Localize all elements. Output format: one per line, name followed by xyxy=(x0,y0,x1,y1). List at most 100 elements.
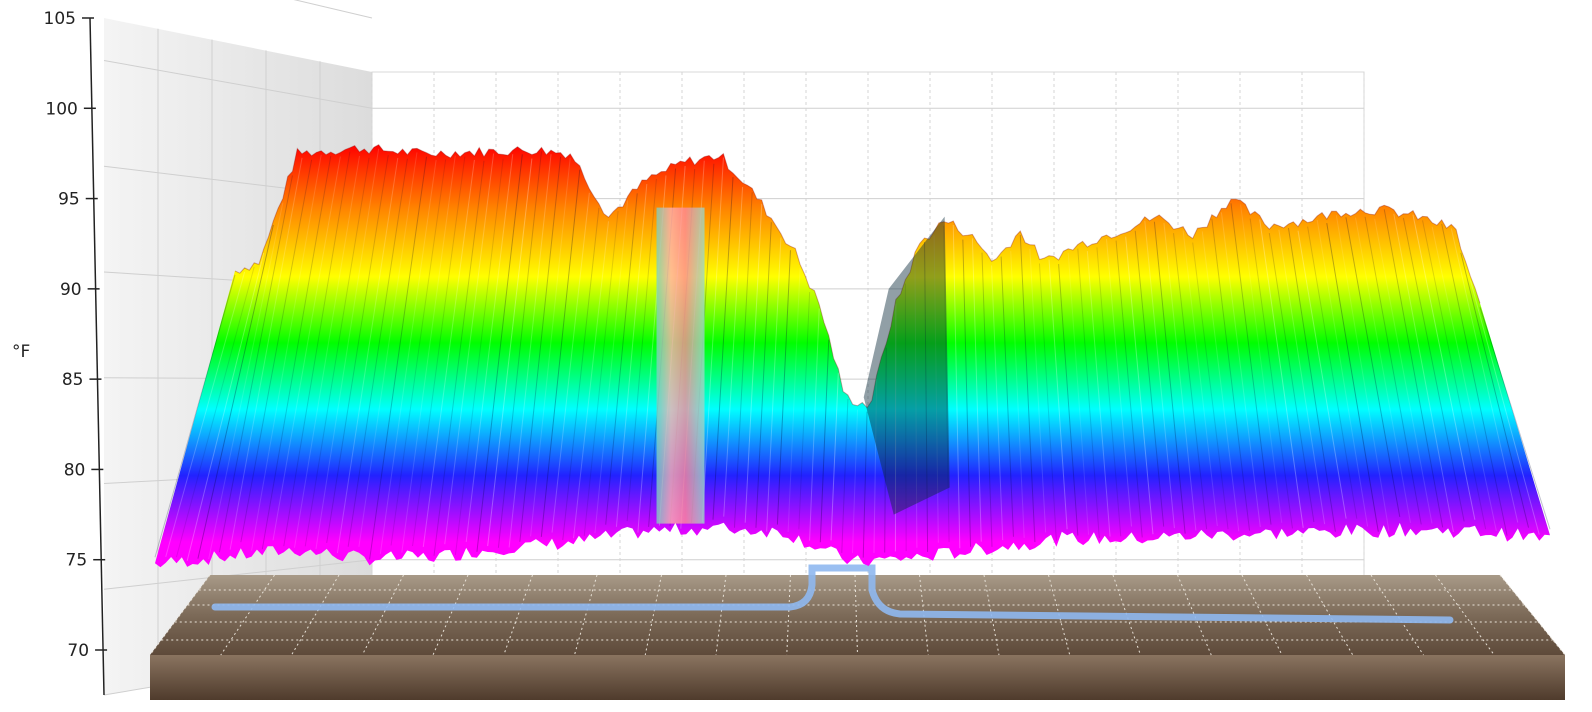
left-gridline-h xyxy=(103,559,373,590)
surface-mesh-line xyxy=(551,192,590,533)
surface-mesh-line xyxy=(1144,220,1175,529)
surface-mesh-line xyxy=(1460,252,1530,528)
surface-mesh-line xyxy=(1441,223,1508,536)
y-axis-unit-label: °F xyxy=(12,342,30,362)
surface-mesh-line xyxy=(401,155,456,553)
y-tick-label: 80 xyxy=(64,460,86,480)
surface-mesh-line xyxy=(1048,259,1068,530)
surface-mesh-line xyxy=(723,186,744,517)
surface-mesh-line xyxy=(776,250,791,525)
surface-mesh-line xyxy=(1010,251,1025,538)
floor-gridline xyxy=(786,574,791,656)
surface-mesh-line xyxy=(701,157,724,523)
surface-mesh-line xyxy=(1230,203,1272,525)
surface-mesh-line xyxy=(165,271,246,558)
surface-mesh-line xyxy=(1383,209,1444,528)
surface-mesh-line xyxy=(1278,229,1326,525)
surface-mesh-line xyxy=(573,221,609,539)
temperature-surface xyxy=(154,144,1551,568)
surface-mesh-line xyxy=(379,160,437,554)
surface-mesh-line xyxy=(251,154,322,551)
surface-mesh-line xyxy=(508,154,552,548)
surface-mesh-line xyxy=(841,398,849,553)
y-tick-label: 105 xyxy=(44,9,76,29)
surface-mesh-line xyxy=(971,238,982,542)
surface-mesh-line xyxy=(924,242,929,552)
surface-mesh-line xyxy=(315,148,380,550)
surface-mesh-line xyxy=(154,274,236,558)
surface-mesh-line xyxy=(615,184,648,527)
surface-canyon-shadow xyxy=(863,216,950,515)
surface-mesh-line xyxy=(412,156,466,547)
surface-mesh-line xyxy=(1182,230,1218,527)
y-tick-label: 75 xyxy=(66,551,88,571)
surface-mesh-line xyxy=(819,339,830,543)
left-gridline-h xyxy=(103,60,373,109)
surface-mesh-line xyxy=(594,200,629,534)
surface-mesh-line xyxy=(626,178,657,522)
surface-mesh-line xyxy=(229,157,303,550)
surface-mesh-line xyxy=(873,378,878,553)
surface-mesh-line xyxy=(1364,216,1422,525)
floor-water-channel xyxy=(211,564,1454,624)
surface-mesh-line xyxy=(1000,256,1014,537)
y-axis: 70 75 80 85 90 95 100 105 °F xyxy=(12,9,108,696)
surface-body xyxy=(155,144,1550,568)
floor-gridline xyxy=(291,574,340,656)
surface-ridge xyxy=(234,144,1481,409)
surface-mesh-line xyxy=(862,411,868,558)
surface-mesh-line xyxy=(1220,212,1261,528)
surface-mesh-line xyxy=(1393,213,1454,533)
surface-mesh-line xyxy=(1307,226,1358,519)
surface-mesh-line xyxy=(1240,204,1283,523)
surface-mesh-line xyxy=(562,207,600,541)
floor-gridline xyxy=(1370,574,1424,656)
surface-mesh-line xyxy=(444,153,495,545)
floor-gridline xyxy=(1435,574,1495,656)
surface-mesh-line xyxy=(358,152,418,547)
surface-mesh-line xyxy=(962,239,972,547)
surface-mesh-line xyxy=(605,193,638,525)
surface-mesh-line xyxy=(830,372,839,541)
surface-mesh-line xyxy=(852,409,858,554)
surface-mesh-line xyxy=(1096,247,1122,537)
surface-mesh-line xyxy=(583,211,619,536)
surface-mesh-line xyxy=(914,256,918,548)
surface-mesh-line xyxy=(1316,219,1369,527)
surface-mesh-line xyxy=(1335,215,1390,532)
surface-mesh-line xyxy=(1469,280,1540,535)
surface-mesh-line xyxy=(1479,307,1551,530)
surface-mesh-line xyxy=(1326,223,1379,532)
floor-gridline xyxy=(644,574,662,656)
surface-mesh-line xyxy=(540,169,581,537)
floor-gridline xyxy=(149,574,211,656)
floor-gridline xyxy=(854,574,858,656)
floor-gridline xyxy=(715,574,727,656)
surface-mesh-line xyxy=(755,222,772,528)
surface-mesh-line xyxy=(733,192,753,528)
surface-mesh-line xyxy=(1268,233,1315,523)
surface-mesh-line xyxy=(326,155,389,544)
surface-mesh-line xyxy=(175,266,255,558)
floor-gridline xyxy=(220,574,275,656)
surface-mesh-line xyxy=(1402,217,1465,522)
surface-mesh-line xyxy=(798,292,811,530)
floor-base xyxy=(150,655,1565,700)
surface-mesh-line xyxy=(933,235,939,543)
surface-mesh-line xyxy=(261,156,332,550)
y-tick-label: 95 xyxy=(58,190,80,210)
y-axis-line xyxy=(89,17,105,696)
surface-mesh-line xyxy=(1125,236,1154,535)
surface-mesh-line xyxy=(476,154,523,552)
surface-mesh-line xyxy=(497,151,542,548)
surface-mesh-line xyxy=(197,224,274,559)
surface-mesh-line xyxy=(744,203,763,523)
surface-mesh-line xyxy=(943,225,950,543)
surface-mesh-line xyxy=(272,156,341,541)
surface-mesh-line xyxy=(1038,263,1057,541)
floor-gridline xyxy=(1112,574,1141,656)
floor-gridline xyxy=(503,574,533,656)
surface-mesh-line xyxy=(884,347,887,553)
surface-mesh-line xyxy=(1067,252,1090,535)
surface-mesh-line xyxy=(454,158,504,555)
